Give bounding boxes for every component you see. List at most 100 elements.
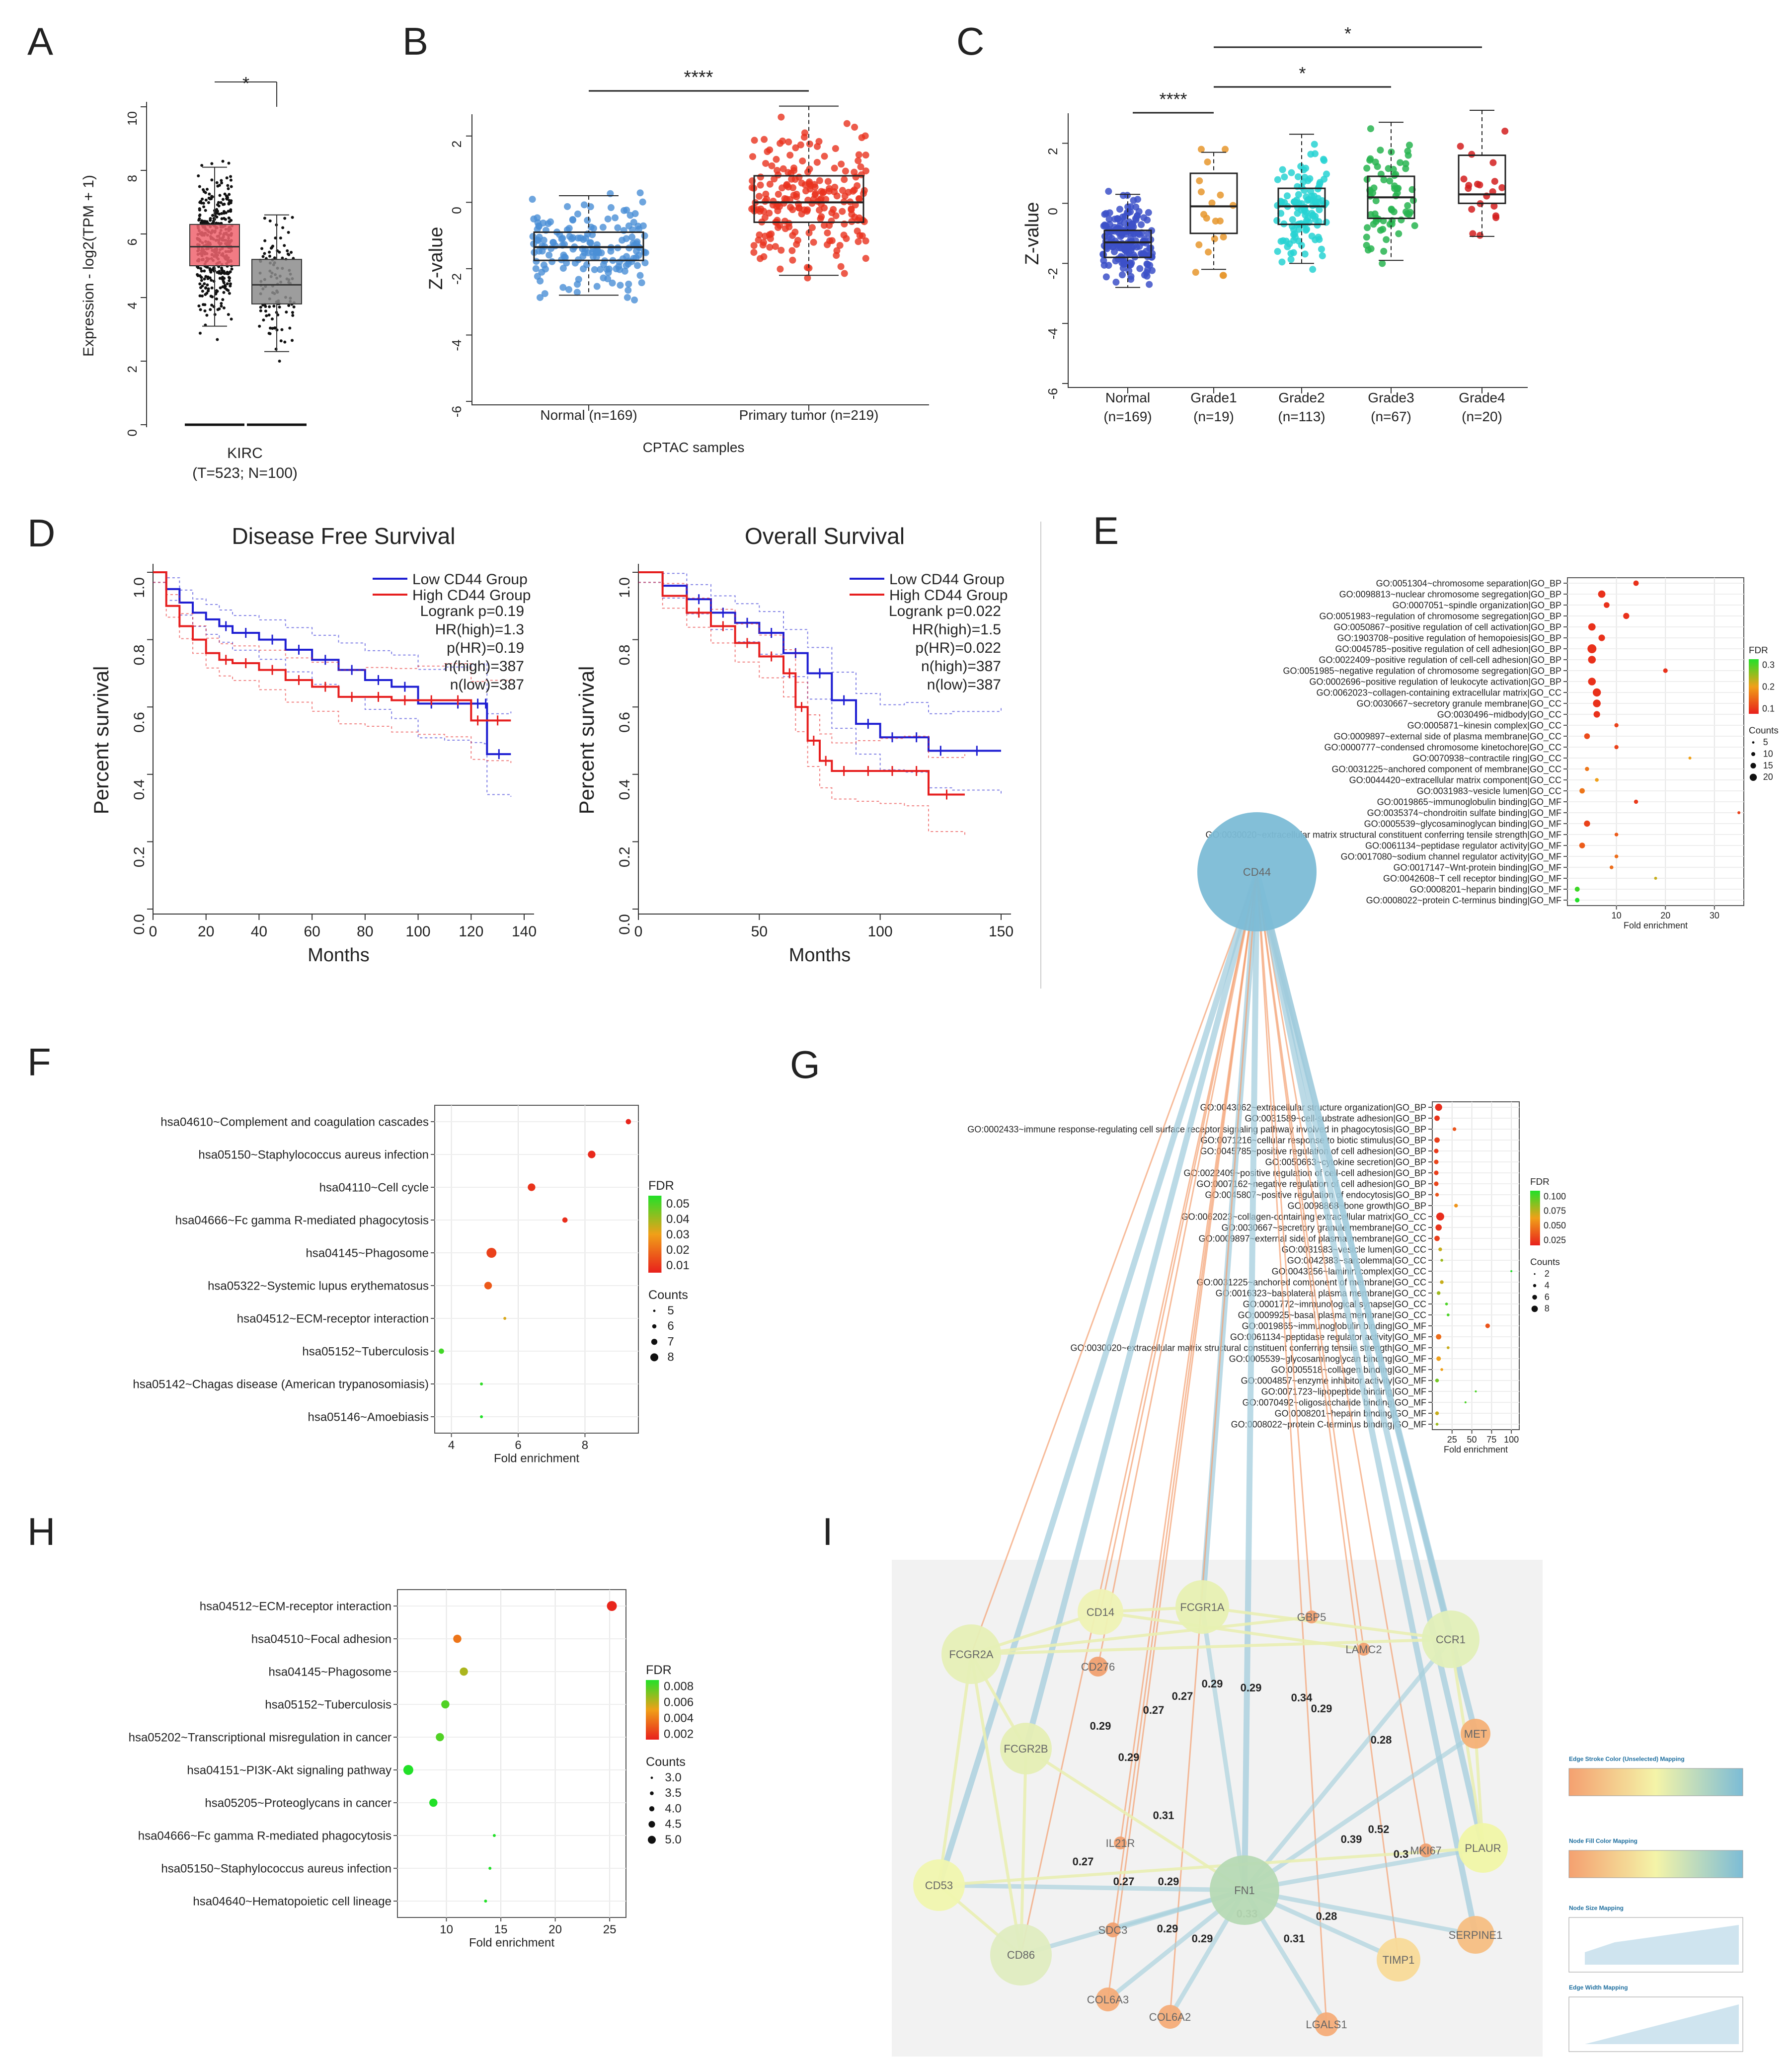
edge-weight-label: 0.29 bbox=[1157, 1922, 1178, 1935]
data-point bbox=[1219, 272, 1227, 279]
data-point bbox=[772, 243, 779, 250]
data-point bbox=[278, 360, 281, 363]
data-point bbox=[199, 286, 203, 290]
count-legend-label: 4.0 bbox=[665, 1802, 681, 1815]
data-point bbox=[222, 306, 226, 309]
enrichment-dot bbox=[1434, 1235, 1440, 1241]
data-point bbox=[631, 296, 638, 304]
data-point bbox=[832, 145, 839, 153]
data-point bbox=[1386, 177, 1394, 185]
data-point bbox=[1127, 235, 1134, 242]
data-point bbox=[855, 157, 862, 164]
data-point bbox=[538, 268, 545, 276]
confidence-band-upper bbox=[638, 572, 1002, 714]
y-tick-label: 0.0 bbox=[131, 914, 148, 935]
data-point bbox=[548, 258, 556, 265]
data-point bbox=[229, 284, 232, 288]
fdr-legend-title: FDR bbox=[648, 1179, 674, 1193]
term-label: GO:0009925~basal plasma membrane|GO_CC bbox=[1238, 1310, 1426, 1320]
data-point bbox=[837, 263, 845, 270]
term-label: GO:0007051~spindle organization|GO_BP bbox=[1393, 600, 1561, 611]
data-point bbox=[1143, 269, 1150, 276]
data-point bbox=[614, 224, 622, 231]
data-point bbox=[221, 198, 225, 201]
enrichment-dot bbox=[1588, 656, 1596, 664]
data-point bbox=[770, 198, 777, 205]
term-label: GO:0098813~nuclear chromosome segregatio… bbox=[1339, 589, 1561, 600]
mapping-legend-title: Node Size Mapping bbox=[1569, 1905, 1624, 1912]
data-point bbox=[291, 216, 294, 219]
term-label: GO:0008201~heparin binding|GO_MF bbox=[1410, 884, 1561, 895]
data-point bbox=[228, 193, 231, 196]
data-point bbox=[597, 266, 604, 273]
enrichment-dot bbox=[1588, 678, 1596, 686]
data-point bbox=[218, 194, 222, 197]
data-point bbox=[273, 326, 277, 329]
data-point bbox=[210, 286, 214, 290]
y-tick-label: 0 bbox=[449, 207, 464, 214]
data-point bbox=[1101, 211, 1108, 218]
edge-weight-label: 0.29 bbox=[1192, 1932, 1213, 1945]
data-point bbox=[768, 162, 776, 169]
data-point bbox=[227, 187, 230, 190]
data-point bbox=[591, 266, 598, 273]
term-label: GO:0002433~immune response-regulating ce… bbox=[967, 1124, 1426, 1135]
x-tick-label: 50 bbox=[751, 923, 768, 940]
node-label: LAMC2 bbox=[1345, 1643, 1382, 1656]
node-il21r bbox=[1114, 1836, 1127, 1849]
data-point bbox=[636, 272, 644, 279]
x-tick-label: 60 bbox=[304, 923, 320, 940]
network-edge bbox=[1256, 871, 1400, 1960]
data-point bbox=[766, 209, 773, 217]
enrichment-dot bbox=[588, 1150, 596, 1158]
enrichment-dot bbox=[403, 1765, 413, 1775]
data-point bbox=[784, 169, 792, 176]
data-point bbox=[206, 265, 209, 269]
data-point bbox=[201, 197, 204, 201]
data-point bbox=[1308, 232, 1316, 240]
node-serpine1 bbox=[1457, 1916, 1494, 1954]
data-point bbox=[1204, 158, 1211, 166]
data-point bbox=[833, 252, 840, 259]
data-point bbox=[593, 283, 601, 290]
enrichment-dot bbox=[1435, 1224, 1442, 1231]
data-point bbox=[534, 226, 541, 233]
node-label: CD44 bbox=[1243, 866, 1271, 878]
data-point bbox=[226, 184, 230, 187]
data-point bbox=[205, 188, 209, 191]
term-label: GO:0062023~collagen-containing extracell… bbox=[1317, 688, 1561, 698]
data-point bbox=[1498, 184, 1506, 191]
network-edge bbox=[1243, 1638, 1453, 1892]
node-sdc3 bbox=[1105, 1922, 1120, 1937]
data-point bbox=[1125, 267, 1133, 275]
data-point bbox=[797, 141, 804, 149]
data-point bbox=[1372, 158, 1379, 166]
count-legend-dot bbox=[1751, 752, 1755, 756]
fdr-legend-tick: 0.3 bbox=[1762, 660, 1775, 670]
data-point bbox=[1281, 173, 1288, 181]
data-point bbox=[790, 192, 797, 199]
enrichment-dot bbox=[1604, 602, 1610, 608]
enrichment-dot bbox=[436, 1733, 444, 1742]
x-tick-label: 150 bbox=[989, 923, 1013, 940]
edge-weight-label: 0.3 bbox=[1394, 1848, 1409, 1860]
node-cd276 bbox=[1088, 1657, 1108, 1677]
count-legend-dot bbox=[650, 1776, 653, 1779]
count-legend-dot bbox=[651, 1339, 658, 1345]
data-point bbox=[209, 295, 213, 298]
count-legend-dot bbox=[1752, 741, 1755, 744]
data-point bbox=[216, 212, 219, 215]
data-point bbox=[203, 282, 206, 286]
node-label: CD53 bbox=[925, 1879, 953, 1892]
data-point bbox=[1309, 266, 1317, 273]
significance-label: * bbox=[1344, 23, 1351, 44]
data-point bbox=[291, 339, 294, 342]
x-tick-label: 140 bbox=[512, 923, 537, 940]
node-col6a3 bbox=[1096, 1988, 1120, 2011]
term-label: GO:0022409~positive regulation of cell-c… bbox=[1319, 655, 1561, 665]
data-point bbox=[559, 284, 567, 291]
data-point bbox=[205, 313, 209, 317]
data-point bbox=[227, 216, 231, 220]
x-axis-label: Fold enrichment bbox=[1624, 920, 1688, 930]
fdr-legend-tick: 0.01 bbox=[666, 1259, 690, 1272]
